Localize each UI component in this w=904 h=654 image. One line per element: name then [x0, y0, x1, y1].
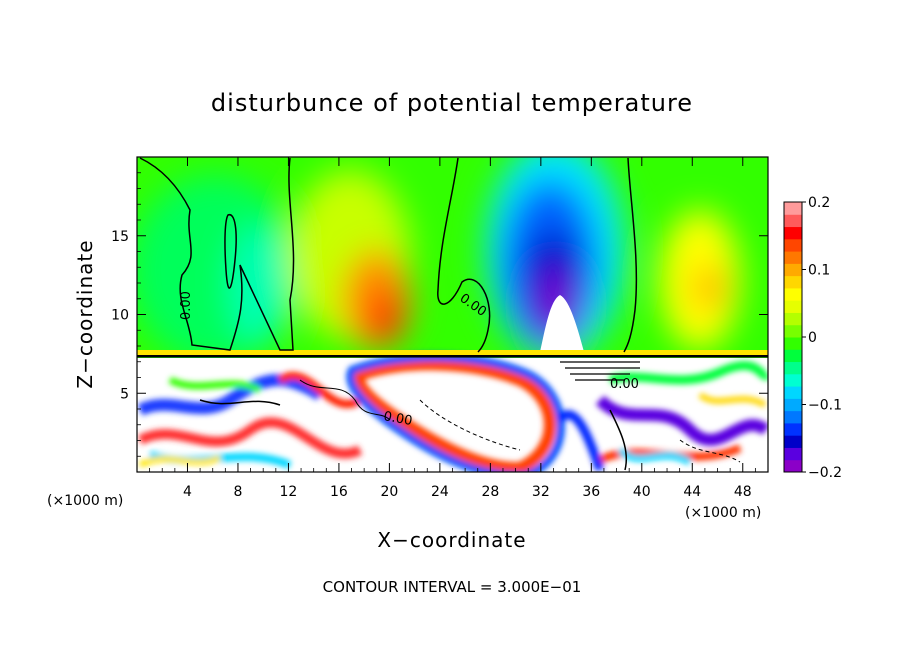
swirl-purple-east	[595, 395, 768, 446]
stratification-lines	[560, 361, 640, 381]
swirl-green-east	[608, 361, 768, 385]
y-axis-label: Z−coordinate	[73, 239, 97, 388]
swirl-red-2	[277, 371, 363, 409]
upper-field	[137, 157, 740, 365]
x-tick-label: 28	[481, 484, 499, 500]
colorbar-swatch	[784, 398, 802, 412]
colorbar-swatch	[784, 263, 802, 277]
x-tick-label: 44	[683, 484, 701, 500]
x-axis-label: X−coordinate	[377, 528, 526, 552]
colorbar-swatch	[784, 361, 802, 375]
x-tick-label: 48	[734, 484, 752, 500]
lower-field	[137, 353, 768, 472]
swirl-green	[168, 376, 262, 394]
colorbar-tick-label: −0.2	[808, 465, 842, 481]
anomaly-red-mid	[367, 292, 403, 344]
colorbar-swatch	[784, 459, 802, 473]
x-axis-ticks: 4 8 12 16 20 24 28 32 36 40 44 48	[149, 157, 756, 500]
white-blob-outline	[353, 358, 556, 472]
swirl-yellow	[138, 455, 222, 468]
x-tick-label: 36	[582, 484, 600, 500]
anomaly-white-core	[540, 295, 584, 352]
colorbar-swatch	[784, 349, 802, 363]
white-blob-outline-blue	[346, 353, 565, 472]
x-tick-label: 16	[330, 484, 348, 500]
colorbar-swatch	[784, 386, 802, 399]
contour-lower-2	[419, 399, 521, 451]
contour-lower-1	[299, 379, 391, 421]
colorbar-swatch	[784, 337, 802, 350]
contour-zero-west-inner	[224, 214, 237, 289]
swirl-blue-mid	[556, 410, 605, 472]
colorbar-swatch	[784, 226, 802, 240]
x-tick-label: 40	[633, 484, 651, 500]
swirl-yellow-east	[698, 392, 767, 408]
colorbar-swatch	[784, 300, 802, 313]
contour-zero-east	[623, 157, 638, 353]
contour-lower-4	[609, 409, 628, 471]
colorbar-swatch	[784, 202, 802, 215]
contour-label-lower: 0.00	[382, 409, 413, 429]
x-tick-label: 4	[183, 484, 192, 500]
x-unit-right: (×1000 m)	[685, 505, 761, 521]
colorbar-swatch	[784, 410, 802, 424]
contour-lower-3	[199, 399, 281, 406]
colorbar-swatch	[784, 435, 802, 448]
colorbar-tick-label: 0	[808, 330, 817, 346]
boundary-yellow	[137, 350, 768, 355]
x-tick-label: 20	[380, 484, 398, 500]
anomaly-orange-east	[694, 266, 726, 310]
plot-area: 0.00 0.00 0.00 0.00	[137, 157, 768, 472]
contour-lower-5	[679, 439, 741, 463]
y-axis-ticks: 5 10 15	[111, 172, 768, 457]
colorbar-swatch	[784, 447, 802, 461]
colorbar-swatch	[784, 214, 802, 228]
colorbar-swatch	[784, 287, 802, 301]
colorbar-swatch	[784, 324, 802, 338]
x-tick-label: 8	[233, 484, 242, 500]
contour-interval-footer: CONTOUR INTERVAL = 3.000E−01	[323, 578, 582, 596]
colorbar-swatch	[784, 422, 802, 436]
x-tick-label: 12	[280, 484, 298, 500]
colorbar-swatch	[784, 251, 802, 264]
chart-title: disturbunce of potential temperature	[211, 89, 693, 117]
y-tick-label: 5	[120, 386, 129, 402]
x-tick-label: 32	[532, 484, 550, 500]
y-tick-label: 10	[111, 308, 129, 324]
y-tick-label: 15	[111, 229, 129, 245]
colorbar-tick-label: 0.2	[808, 195, 830, 211]
colorbar-swatch	[784, 275, 802, 289]
x-tick-label: 24	[431, 484, 449, 500]
contour-label-east: 0.00	[610, 377, 639, 392]
contour-zero-west	[139, 157, 295, 351]
swirl-red	[137, 417, 363, 459]
contour-zero-mid	[437, 157, 491, 353]
anomaly-cyan-west	[230, 225, 286, 345]
colorbar-tick-label: −0.1	[808, 398, 842, 414]
colorbar: 0.2 0.1 0 −0.1 −0.2	[783, 195, 842, 481]
swirl-blue	[137, 374, 324, 416]
upper-contours	[139, 157, 638, 353]
colorbar-swatch	[784, 238, 802, 252]
colorbar-swatch	[784, 373, 802, 387]
x-unit-left: (×1000 m)	[47, 493, 123, 509]
colorbar-swatch	[784, 312, 802, 326]
contour-label-west: 0.00	[179, 291, 194, 320]
colorbar-tick-label: 0.1	[808, 263, 830, 279]
